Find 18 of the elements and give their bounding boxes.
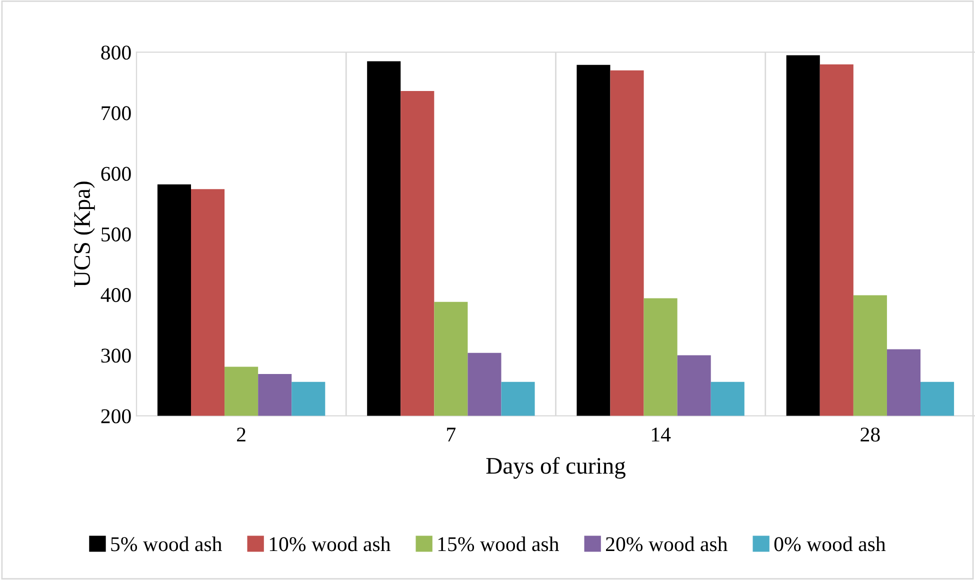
y-tick-label: 800 <box>101 46 131 60</box>
x-tick-label: 2 <box>237 428 246 442</box>
legend-label: 0% wood ash <box>774 536 886 552</box>
legend-label: 20% wood ash <box>606 536 728 552</box>
y-tick-label: 300 <box>101 348 131 363</box>
legend-label: 15% wood ash <box>438 536 559 552</box>
x-tick-label: 28 <box>860 428 880 442</box>
x-tick-label: 7 <box>447 428 456 442</box>
y-tick-label: 700 <box>102 106 131 120</box>
y-tick-label: 600 <box>101 166 131 181</box>
y-tick-label: 500 <box>102 227 131 242</box>
y-tick-label: 400 <box>100 288 131 302</box>
legend-label: 10% wood ash <box>270 536 390 552</box>
y-axis-title: UCS (Kpa) <box>73 182 95 287</box>
y-tick-label: 200 <box>101 409 131 424</box>
legend-label: 5% wood ash <box>111 536 222 552</box>
x-tick-label: 14 <box>652 428 671 442</box>
x-axis-title: Days of curing <box>486 456 626 479</box>
